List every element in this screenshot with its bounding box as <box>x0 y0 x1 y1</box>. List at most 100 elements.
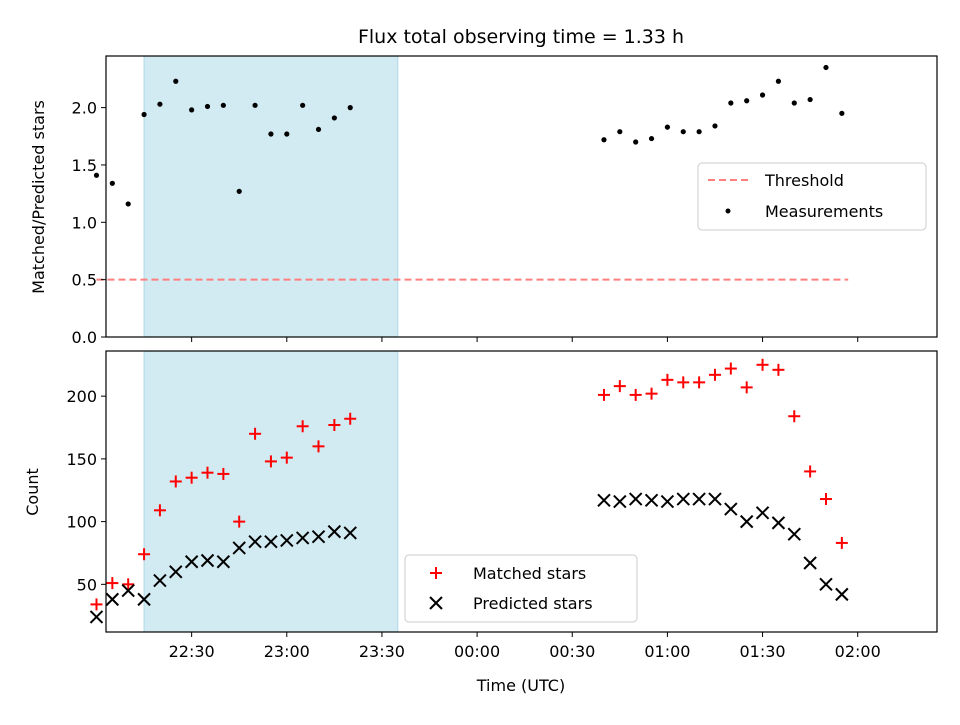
matched-star-point <box>613 380 626 393</box>
matched-star-point <box>280 451 293 464</box>
matched-star-point <box>819 493 832 506</box>
x-tick-label: 02:00 <box>835 642 881 661</box>
predicted-star-point <box>739 514 754 529</box>
measurement-point <box>204 103 211 110</box>
predicted-star-point <box>280 533 294 548</box>
y-tick-label: 50 <box>77 575 97 594</box>
legend-matched-label: Matched stars <box>473 564 586 583</box>
count-panel-axes: 50 100 150 200 22:30 23:00 23:30 00:00 00:30 01:0… <box>66 350 938 661</box>
measurement-point <box>775 78 782 84</box>
predicted-star-point <box>628 492 643 506</box>
matched-star-point <box>724 362 737 375</box>
x-tick-label: 22:30 <box>169 642 215 661</box>
matched-star-point <box>296 420 309 433</box>
predicted-star-point <box>613 494 627 509</box>
count-legend: Matched stars Predicted stars <box>404 554 638 623</box>
ratio-panel: 0.00.51.01.52.0 Matched/Predicted stars … <box>29 55 938 347</box>
predicted-star-point <box>755 506 770 520</box>
matched-star-point <box>233 515 246 528</box>
matched-star-point <box>835 536 848 549</box>
matched-star-point <box>708 368 721 381</box>
predicted-star-point <box>216 555 231 569</box>
measurement-point <box>728 100 734 106</box>
matched-star-point <box>312 440 325 453</box>
measurement-point <box>157 101 163 107</box>
predicted-star-point <box>835 587 849 602</box>
measurement-point <box>252 102 258 108</box>
measurement-point <box>268 131 274 137</box>
matched-star-point <box>217 467 230 480</box>
measurement-point <box>141 111 147 118</box>
predicted-star-point <box>137 592 151 607</box>
measurement-point <box>807 96 813 103</box>
legend-measurements-swatch <box>725 208 731 214</box>
predicted-star-point <box>184 555 199 569</box>
matched-star-point <box>153 504 166 517</box>
matched-star-point <box>122 578 135 591</box>
measurement-point <box>236 188 242 194</box>
count-panel: 50 100 150 200 22:30 23:00 23:30 00:00 00:30 01:0… <box>23 350 938 695</box>
observing-window-shade-bottom <box>143 350 399 633</box>
predicted-star-point <box>121 583 135 598</box>
matched-star-point <box>788 410 801 423</box>
measurement-point <box>93 172 100 178</box>
predicted-star-point <box>343 526 357 540</box>
matched-star-point <box>645 387 658 400</box>
y-tick-label: 1.0 <box>72 213 97 232</box>
predicted-star-point <box>264 534 278 549</box>
predicted-star-point <box>819 577 833 592</box>
matched-star-point <box>677 376 690 389</box>
predicted-star-point <box>644 493 659 507</box>
predicted-star-point <box>327 524 342 539</box>
ratio-panel-axes: 0.0 0.5 1.0 1.5 2.0 <box>72 55 938 347</box>
predicted-star-point <box>248 534 262 549</box>
matched-star-point <box>740 381 753 394</box>
measurement-point <box>347 105 353 111</box>
measurement-point <box>189 107 195 113</box>
ratio-panel-series <box>93 64 849 281</box>
y-tick-label: 150 <box>66 450 97 469</box>
measurement-point <box>823 64 829 71</box>
predicted-star-point <box>200 553 215 568</box>
observing-window-region <box>143 55 399 338</box>
measurement-point <box>331 115 337 121</box>
y-tick-label: 1.5 <box>72 156 97 175</box>
measurement-point <box>680 129 686 135</box>
measurement-point <box>712 123 718 129</box>
chart-title: Flux total observing time = 1.33 h <box>358 26 684 48</box>
measurement-point <box>284 131 290 137</box>
legend-predicted-label: Predicted stars <box>473 594 593 613</box>
predicted-star-point <box>89 610 104 624</box>
measurement-point <box>601 137 607 143</box>
axes-frame <box>105 55 938 338</box>
legend-matched-swatch <box>430 567 442 579</box>
matched-star-point <box>90 598 103 611</box>
predicted-star-point <box>787 527 801 541</box>
x-axis-label: Time (UTC) <box>476 676 565 695</box>
count-y-axis-label: Count <box>23 468 42 516</box>
predicted-star-point <box>692 492 706 506</box>
predicted-star-point <box>295 531 310 545</box>
matched-star-point <box>138 548 151 561</box>
predicted-star-point <box>597 493 611 507</box>
predicted-star-point <box>660 494 675 509</box>
axes-frame <box>105 350 938 633</box>
matched-star-point <box>772 363 785 376</box>
matched-star-point <box>264 455 277 468</box>
measurement-point <box>125 201 131 207</box>
predicted-star-point <box>169 565 183 579</box>
legend-predicted-swatch <box>429 596 443 610</box>
measurement-point <box>759 92 766 98</box>
matched-star-point <box>328 419 341 432</box>
measurement-point <box>633 139 639 145</box>
observing-window-region <box>143 350 399 633</box>
measurement-point <box>696 129 702 135</box>
matched-star-point <box>804 465 817 478</box>
x-tick-label: 23:30 <box>359 642 405 661</box>
measurement-point <box>664 124 671 130</box>
measurement-point <box>839 110 845 116</box>
predicted-star-point <box>708 492 722 506</box>
legend-measurements-label: Measurements <box>765 202 883 221</box>
matched-star-point <box>344 412 357 425</box>
